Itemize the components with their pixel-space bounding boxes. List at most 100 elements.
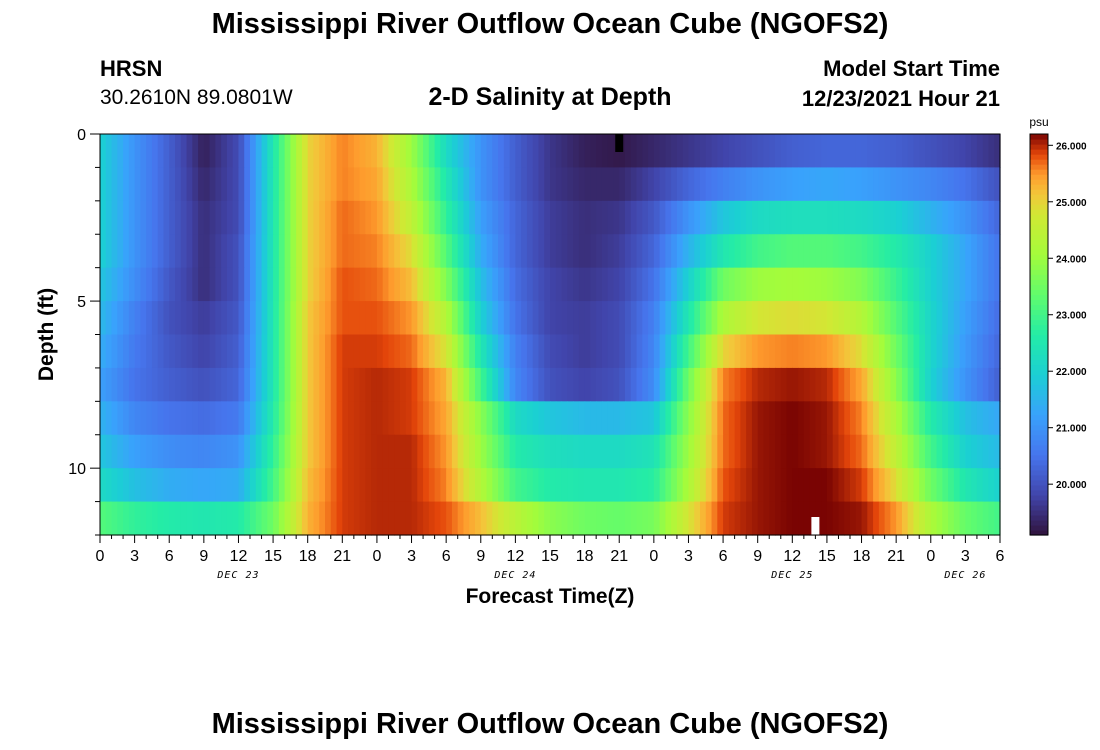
heatmap-cell [844, 501, 851, 536]
heatmap-cell [284, 134, 291, 169]
heatmap-cell [763, 167, 770, 202]
heatmap-cell [815, 200, 822, 235]
heatmap-cell [267, 301, 274, 336]
heatmap-cell [711, 334, 718, 369]
heatmap-cell [959, 134, 966, 169]
heatmap-cell [532, 367, 540, 402]
heatmap-cell [325, 501, 332, 536]
heatmap-cell [982, 434, 990, 469]
heatmap-cell [826, 200, 834, 235]
heatmap-cell [959, 200, 966, 235]
heatmap-cell [648, 501, 655, 536]
heatmap-cell [128, 434, 136, 469]
colorbar-segment [1030, 309, 1048, 316]
heatmap-cell [607, 468, 615, 503]
heatmap-cell [388, 501, 395, 536]
heatmap-cell [688, 434, 695, 469]
heatmap-cell [844, 134, 851, 169]
x-tick-label: 3 [407, 548, 416, 565]
colorbar-segment [1030, 484, 1048, 491]
heatmap-cell [740, 434, 747, 469]
heatmap-cell [821, 167, 828, 202]
heatmap-cell [169, 267, 176, 302]
chart-subtitle: 2-D Salinity at Depth [428, 83, 672, 111]
heatmap-cell [261, 134, 268, 169]
heatmap-cell [284, 468, 291, 503]
heatmap-cell [486, 501, 493, 536]
heatmap-cell [221, 401, 228, 436]
heatmap-cell [982, 301, 990, 336]
heatmap-cell [411, 401, 418, 436]
heatmap-cell [855, 134, 863, 169]
heatmap-cell [215, 501, 222, 536]
colorbar-segment [1030, 509, 1048, 516]
colorbar-segment [1030, 159, 1048, 165]
heatmap-cell [711, 134, 718, 169]
heatmap-cell [976, 200, 984, 235]
heatmap-cell [411, 167, 418, 202]
heatmap-cell [792, 167, 799, 202]
heatmap-cell [319, 334, 326, 369]
heatmap-cell [901, 401, 909, 436]
heatmap-cell [388, 367, 395, 402]
heatmap-cell [342, 167, 349, 202]
heatmap-cell [255, 501, 263, 536]
heatmap-cell [313, 334, 320, 369]
heatmap-cell [723, 434, 730, 469]
heatmap-cell [175, 501, 182, 536]
heatmap-cell [826, 468, 834, 503]
heatmap-cell [775, 501, 782, 536]
heatmap-cell [117, 367, 124, 402]
heatmap-cell [278, 367, 286, 402]
heatmap-cell [232, 167, 240, 202]
heatmap-cell [890, 434, 897, 469]
heatmap-cell [267, 334, 274, 369]
heatmap-cell [919, 401, 926, 436]
heatmap-cell [988, 468, 995, 503]
colorbar-segment [1030, 314, 1048, 321]
heatmap-cell [371, 301, 378, 336]
heatmap-cell [515, 134, 522, 169]
colorbar-segment [1030, 514, 1048, 521]
heatmap-cell [925, 367, 932, 402]
heatmap-cell [832, 234, 840, 269]
heatmap-cell [901, 367, 909, 402]
heatmap-cell [123, 501, 130, 536]
heatmap-cell [596, 468, 603, 503]
heatmap-cell [942, 334, 949, 369]
heatmap-cell [884, 401, 891, 436]
heatmap-cell [198, 267, 205, 302]
x-tick-label: 0 [96, 548, 105, 565]
heatmap-cell [134, 134, 141, 169]
heatmap-cell [717, 501, 724, 536]
heatmap-cell [365, 167, 372, 202]
heatmap-cell [307, 267, 315, 302]
heatmap-cell [301, 301, 309, 336]
heatmap-cell [786, 301, 793, 336]
heatmap-cell [128, 401, 136, 436]
heatmap-cell [284, 301, 291, 336]
heatmap-cell [751, 134, 759, 169]
heatmap-cell [700, 501, 707, 536]
heatmap-cell [694, 134, 701, 169]
heatmap-cell [492, 468, 499, 503]
heatmap-cell [278, 301, 286, 336]
heatmap-cell [809, 267, 816, 302]
heatmap-cell [463, 267, 470, 302]
colorbar-segment [1030, 334, 1048, 341]
white-marker [811, 517, 820, 535]
heatmap-cell [630, 234, 638, 269]
heatmap-cell [659, 501, 666, 536]
heatmap-cell [711, 200, 718, 235]
heatmap-cell [146, 301, 153, 336]
heatmap-cell [867, 468, 874, 503]
heatmap-cell [665, 501, 672, 536]
heatmap-cell [994, 134, 1001, 169]
heatmap-cell [538, 367, 545, 402]
heatmap-cell [509, 434, 516, 469]
heatmap-cell [325, 334, 332, 369]
heatmap-cell [711, 167, 718, 202]
heatmap-cell [515, 434, 522, 469]
heatmap-cell [538, 267, 545, 302]
heatmap-cell [105, 401, 113, 436]
